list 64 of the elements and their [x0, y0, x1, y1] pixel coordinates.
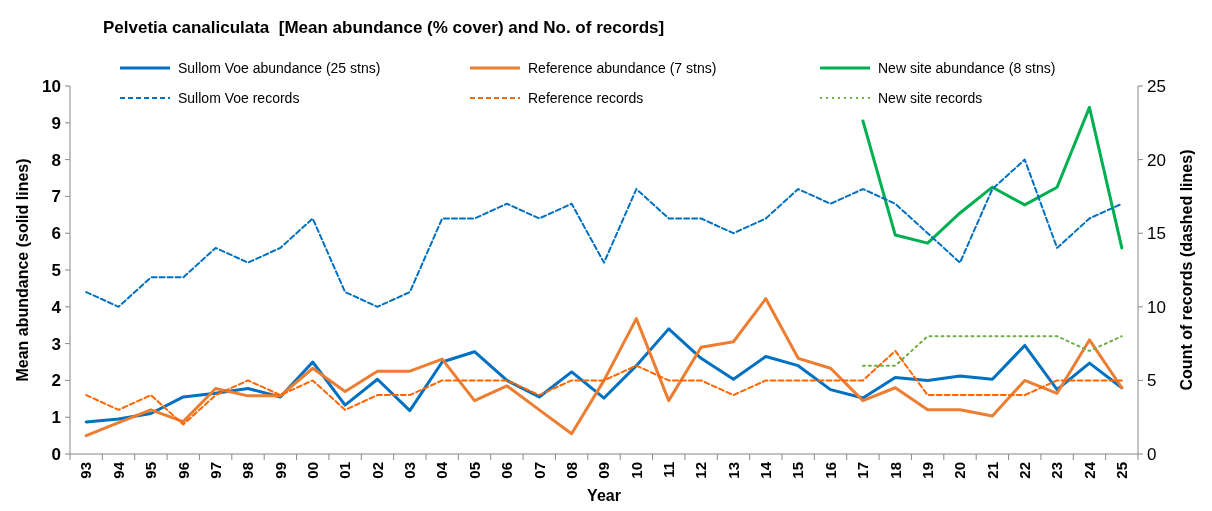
x-tick-label: 24	[1080, 461, 1098, 479]
x-tick-label: 17	[854, 462, 872, 479]
x-tick-label: 18	[886, 462, 904, 479]
x-tick-label: 25	[1113, 462, 1131, 479]
y-tick-label: 8	[51, 150, 61, 170]
x-tick-label: 12	[692, 462, 710, 479]
x-tick-label: 13	[724, 462, 742, 479]
y2-tick-label: 15	[1147, 224, 1166, 244]
x-tick-label: 03	[401, 462, 419, 479]
chart-title: Pelvetia canaliculata [Mean abundance (% cover) and No. of records]	[103, 18, 665, 37]
line-series	[85, 349, 1123, 426]
x-tick-label: 93	[77, 462, 95, 479]
x-tick-label: 97	[206, 462, 224, 479]
x-tick-label: 06	[498, 462, 516, 479]
y2-axis-title: Count of records (dashed lines)	[1178, 149, 1195, 391]
y2-tick-label: 0	[1147, 444, 1157, 464]
legend-label: Reference abundance (7 stns)	[528, 59, 717, 76]
x-tick-label: 05	[465, 462, 483, 479]
x-tick-label: 15	[789, 462, 807, 479]
x-tick-label: 00	[303, 462, 321, 479]
legend-label: New site abundance (8 stns)	[878, 59, 1056, 76]
y2-tick-label: 20	[1147, 150, 1166, 170]
x-tick-label: 95	[142, 462, 160, 479]
x-tick-label: 02	[368, 462, 386, 479]
legend-label: Sullom Voe abundance (25 stns)	[178, 59, 381, 76]
y-tick-label: 1	[51, 408, 61, 428]
y-tick-label: 6	[51, 224, 61, 244]
y2-tick-label: 10	[1147, 297, 1166, 317]
x-tick-label: 14	[757, 461, 775, 479]
x-tick-label: 07	[530, 462, 548, 479]
legend-label: New site records	[878, 89, 983, 106]
line-series	[85, 158, 1123, 308]
x-tick-label: 04	[433, 461, 451, 479]
line-series	[861, 105, 1124, 250]
y2-tick-label: 5	[1147, 371, 1157, 391]
x-tick-label: 99	[271, 462, 289, 479]
y-tick-label: 9	[51, 113, 61, 133]
x-tick-label: 01	[336, 462, 354, 479]
y-tick-label: 0	[51, 444, 61, 464]
x-tick-label: 94	[109, 461, 127, 479]
x-tick-label: 98	[239, 462, 257, 479]
x-tick-label: 09	[595, 462, 613, 479]
y-axis-title: Mean abundance (solid lines)	[14, 158, 31, 382]
y2-tick-label: 25	[1147, 76, 1166, 96]
x-tick-label: 16	[821, 462, 839, 479]
legend-label: Reference records	[528, 89, 644, 106]
x-tick-label: 11	[659, 462, 677, 478]
x-tick-label: 21	[983, 462, 1001, 479]
x-tick-label: 22	[1015, 462, 1033, 479]
x-tick-label: 10	[627, 462, 645, 479]
x-tick-label: 23	[1048, 462, 1066, 479]
y-tick-label: 7	[51, 187, 61, 207]
legend-label: Sullom Voe records	[178, 89, 300, 106]
y-tick-label: 10	[42, 76, 61, 96]
y-tick-label: 5	[51, 260, 61, 280]
x-tick-label: 96	[174, 462, 192, 479]
x-tick-label: 19	[918, 462, 936, 479]
y-tick-label: 2	[51, 371, 61, 391]
x-axis-title: Year	[587, 487, 621, 504]
x-tick-label: 08	[562, 462, 580, 479]
y-tick-label: 3	[51, 334, 61, 354]
x-tick-label: 20	[951, 462, 969, 479]
y-tick-label: 4	[51, 297, 62, 317]
line-series	[84, 297, 1124, 438]
